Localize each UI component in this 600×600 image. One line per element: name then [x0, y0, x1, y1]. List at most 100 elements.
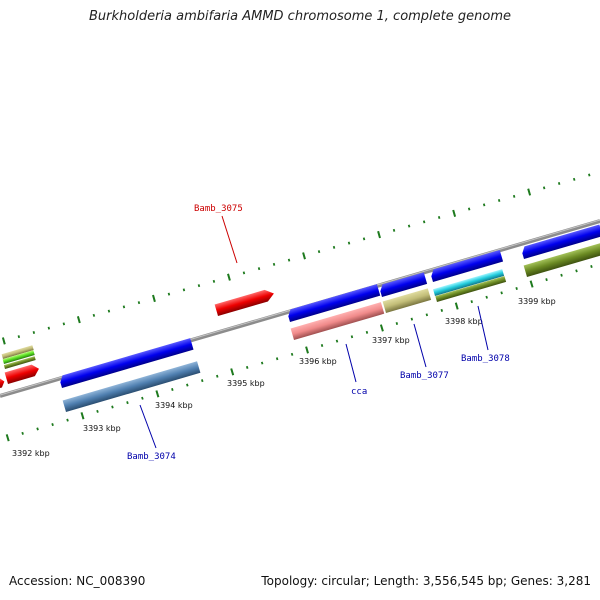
leader-line-3074 [139, 404, 157, 449]
major-tick [452, 209, 457, 217]
feature-khaki-left[interactable] [1, 345, 34, 359]
minor-tick [122, 305, 126, 309]
feature-olive-3078[interactable] [435, 276, 507, 302]
minor-tick [335, 339, 339, 343]
gene-red-3075[interactable] [214, 288, 276, 316]
minor-tick [422, 220, 426, 224]
feature-cyan-3078[interactable] [433, 269, 505, 296]
gene-label-bamb3077: Bamb_3077 [400, 371, 449, 381]
kbp-label: 3397 kbp [372, 336, 410, 345]
minor-tick [51, 423, 54, 427]
minor-tick [197, 284, 201, 288]
map-title: Burkholderia ambifaria AMMD chromosome 1… [88, 9, 512, 24]
minor-tick [21, 431, 24, 435]
minor-tick [167, 292, 171, 296]
minor-tick [317, 250, 321, 254]
feature-steel-3074[interactable] [62, 361, 201, 412]
minor-tick [66, 418, 69, 422]
minor-tick [545, 278, 548, 282]
minor-tick [216, 374, 219, 378]
minor-tick [182, 288, 186, 292]
leader-line-3075 [221, 215, 238, 264]
minor-tick [588, 173, 591, 177]
minor-tick [440, 308, 444, 312]
kbp-label: 3393 kbp [83, 424, 121, 433]
minor-tick [275, 357, 279, 361]
gene-label-bamb3078: Bamb_3078 [461, 354, 510, 364]
minor-tick [62, 322, 66, 326]
feature-olive-left[interactable] [3, 356, 36, 369]
minor-tick [557, 182, 561, 186]
major-tick [379, 324, 384, 332]
minor-tick [407, 224, 411, 228]
feature-olive-right[interactable] [523, 242, 600, 277]
feature-pink-cca[interactable] [290, 302, 385, 340]
accession-text: Accession: NC_008390 [9, 574, 146, 588]
gene-blue-3074[interactable] [59, 338, 194, 388]
kbp-label: 3398 kbp [445, 317, 483, 326]
major-tick [529, 280, 534, 288]
minor-tick [201, 379, 204, 383]
major-tick [1, 337, 6, 345]
minor-tick [32, 330, 36, 334]
feature-lime-left[interactable] [2, 350, 35, 364]
minor-tick [515, 286, 518, 290]
gene-red-edge[interactable] [0, 377, 6, 390]
major-tick [527, 188, 532, 196]
minor-tick [260, 361, 264, 365]
minor-tick [36, 427, 39, 431]
gene-blue-3077[interactable] [379, 272, 428, 297]
major-tick [152, 294, 156, 303]
minor-tick [257, 267, 261, 271]
gene-label-cca: cca [351, 387, 367, 397]
minor-tick [332, 245, 336, 249]
minor-tick [347, 241, 351, 245]
major-tick [454, 302, 459, 310]
minor-tick [437, 216, 441, 220]
minor-tick [425, 313, 429, 317]
minor-tick [395, 322, 399, 326]
minor-tick [470, 300, 473, 304]
minor-tick [560, 273, 563, 277]
kbp-label: 3392 kbp [12, 449, 50, 458]
minor-tick [186, 383, 189, 387]
minor-tick [350, 335, 354, 339]
minor-tick [111, 405, 114, 409]
major-tick [230, 368, 235, 376]
leader-line-3077 [413, 323, 427, 368]
minor-tick [290, 352, 294, 356]
gene-blue-right[interactable] [521, 224, 600, 259]
minor-tick [137, 301, 141, 305]
minor-tick [245, 365, 249, 369]
kbp-label: 3394 kbp [155, 401, 193, 410]
kbp-label: 3396 kbp [299, 357, 337, 366]
gene-blue-cca[interactable] [287, 284, 381, 322]
minor-tick [500, 291, 503, 295]
major-tick [377, 230, 381, 239]
minor-tick [320, 344, 324, 348]
minor-tick [512, 194, 516, 198]
gene-red-left[interactable] [4, 363, 41, 384]
major-tick [5, 434, 10, 442]
minor-tick [17, 335, 21, 339]
minor-tick [272, 262, 276, 266]
major-tick [155, 390, 160, 398]
minor-tick [126, 401, 129, 405]
minor-tick [485, 295, 488, 299]
minor-tick [171, 387, 174, 391]
minor-tick [287, 258, 291, 262]
kbp-label: 3395 kbp [227, 379, 265, 388]
gene-label-bamb3075: Bamb_3075 [194, 204, 243, 214]
gene-blue-3078[interactable] [430, 250, 504, 282]
leader-line-3078 [477, 305, 489, 351]
minor-tick [572, 177, 576, 181]
minor-tick [590, 265, 593, 268]
minor-tick [410, 317, 414, 321]
major-tick [302, 252, 306, 260]
tick-line-lower [5, 265, 593, 442]
minor-tick [96, 409, 99, 413]
minor-tick [92, 313, 96, 317]
minor-tick [107, 309, 111, 313]
feature-khaki-3077[interactable] [382, 288, 432, 313]
